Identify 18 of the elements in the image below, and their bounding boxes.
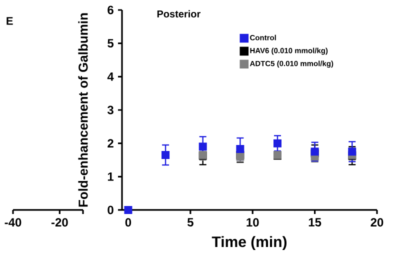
x-tick-label: 15 [308, 218, 322, 226]
y-tick-label: 4 [107, 72, 114, 81]
text: E [6, 17, 13, 25]
x-tick-label: 5 [187, 218, 194, 226]
x-tick-label: -40 [4, 218, 22, 227]
x-axis-title: Time (min) [212, 236, 287, 250]
x-tick-label: 10 [246, 218, 259, 227]
y-tick-label: 1 [108, 172, 114, 181]
y-tick-label: 5 [108, 39, 114, 48]
x-tick-label: 0 [125, 218, 132, 227]
x-tick-label: -20 [51, 218, 68, 227]
y-tick-label: 2 [108, 139, 114, 148]
x-tick-label: 20 [370, 218, 384, 227]
chart-title: Posterior [157, 10, 200, 18]
y-tick-label: 6 [108, 6, 114, 14]
y-axis-title: Fold-enhancement of Galbumin [78, 13, 88, 207]
y-tick-label: 3 [107, 106, 114, 114]
y-tick-label: 0 [108, 206, 114, 214]
